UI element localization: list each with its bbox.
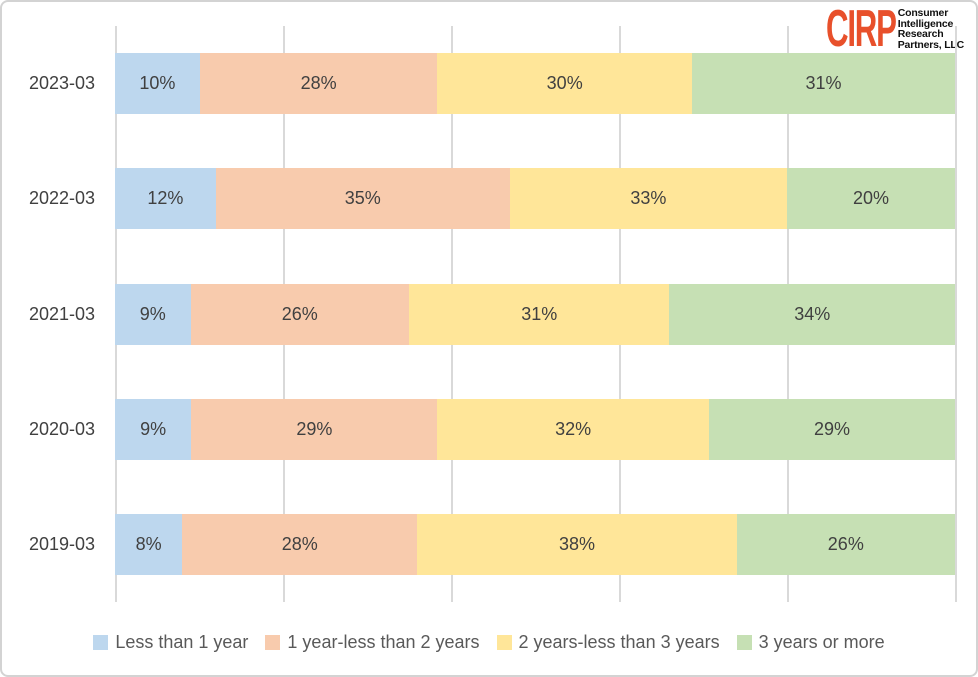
logo-line: Consumer: [897, 7, 949, 19]
bar-segment: 34%: [669, 283, 955, 345]
legend-swatch-icon: [93, 635, 109, 650]
stacked-bar: 9% 29% 32% 29%: [115, 398, 955, 460]
legend-label: 3 years or more: [758, 632, 885, 652]
chart-row: 2023-03 10% 28% 30% 31%: [29, 26, 955, 141]
bar-segment: 29%: [708, 398, 955, 460]
bar-segment: 31%: [691, 53, 955, 115]
bar-segment: 33%: [509, 168, 787, 230]
legend-swatch-icon: [736, 635, 752, 650]
bar-segment: 9%: [115, 283, 191, 345]
bar-segment: 35%: [215, 168, 510, 230]
category-label: 2022-03: [28, 188, 95, 209]
bar-segment: 30%: [437, 53, 692, 115]
category-label: 2020-03: [28, 418, 95, 439]
legend-item: 2 years-less than 3 years: [496, 632, 720, 653]
plot-area: 2023-03 10% 28% 30% 31% 2022-03 12% 35% 33% 20% 20…: [29, 26, 957, 602]
chart-row: 2019-03 8% 28% 38% 26%: [29, 487, 956, 602]
legend-item: 1 year-less than 2 years: [265, 632, 480, 653]
stacked-bar: 12% 35% 33% 20%: [115, 168, 955, 230]
chart-row: 2020-03 9% 29% 32% 29%: [29, 372, 955, 487]
stacked-bar: 10% 28% 30% 31%: [115, 53, 955, 115]
logo-line: Intelligence: [897, 17, 954, 30]
legend: Less than 1 year 1 year-less than 2 years…: [2, 632, 976, 653]
bar-segment: 8%: [115, 513, 183, 575]
bar-segment: 38%: [417, 513, 737, 575]
legend-item: 3 years or more: [736, 632, 885, 653]
legend-label: 1 year-less than 2 years: [287, 632, 480, 652]
legend-item: Less than 1 year: [93, 632, 248, 653]
bar-segment: 28%: [199, 53, 438, 115]
legend-swatch-icon: [265, 635, 281, 650]
category-label: 2023-03: [28, 73, 95, 94]
bar-segment: 28%: [182, 513, 418, 575]
stacked-bar: 8% 28% 38% 26%: [115, 513, 956, 575]
category-label: 2021-03: [28, 303, 95, 324]
bar-segment: 29%: [191, 398, 438, 460]
bar-segment: 20%: [787, 168, 955, 230]
legend-label: 2 years-less than 3 years: [518, 632, 720, 652]
chart-row: 2021-03 9% 26% 31% 34%: [29, 256, 955, 371]
bar-segment: 26%: [736, 513, 956, 575]
bar-segment: 12%: [115, 168, 216, 230]
bar-segment: 9%: [115, 398, 192, 460]
bar-segment: 31%: [409, 283, 670, 345]
bar-segment: 32%: [437, 398, 709, 460]
legend-label: Less than 1 year: [115, 632, 249, 652]
chart-row: 2022-03 12% 35% 33% 20%: [29, 141, 955, 256]
stacked-bar: 9% 26% 31% 34%: [115, 283, 955, 345]
bar-segment: 10%: [115, 53, 200, 115]
category-label: 2019-03: [28, 533, 95, 554]
legend-swatch-icon: [496, 635, 512, 650]
bar-segment: 26%: [190, 283, 409, 345]
